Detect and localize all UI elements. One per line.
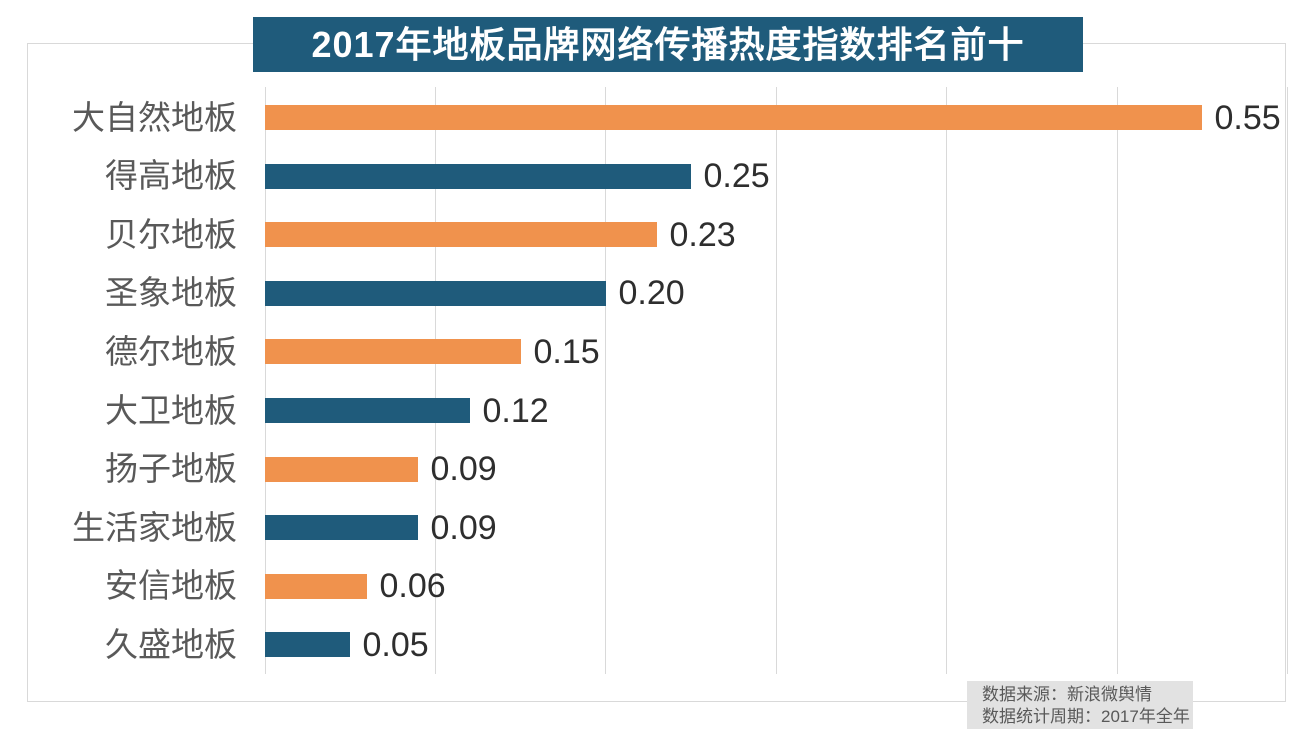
bar (264, 105, 1202, 130)
chart-title: 2017年地板品牌网络传播热度指数排名前十 (253, 17, 1083, 72)
gridline (605, 87, 606, 674)
value-label: 0.09 (430, 508, 497, 547)
category-label: 大自然地板 (72, 98, 237, 136)
bar (264, 280, 606, 306)
value-label: 0.05 (362, 625, 429, 664)
bar (264, 163, 691, 189)
bar (264, 515, 418, 541)
category-label: 贝尔地板 (105, 215, 237, 253)
category-label: 大卫地板 (105, 391, 237, 429)
source-note-line1: 数据来源：新浪微舆情 (982, 685, 1152, 704)
gridline (435, 87, 436, 674)
gridline (1287, 87, 1288, 674)
value-label: 0.15 (533, 332, 600, 371)
bar (264, 398, 470, 423)
value-label: 0.23 (669, 215, 736, 254)
category-label: 扬子地板 (105, 450, 237, 488)
bar (264, 456, 418, 482)
gridline (1117, 87, 1118, 674)
value-label: 0.06 (379, 567, 446, 606)
gridline (265, 87, 266, 674)
bar (264, 632, 350, 658)
category-label: 得高地板 (105, 157, 237, 195)
value-label: 0.12 (482, 391, 549, 430)
category-label: 安信地板 (105, 567, 237, 605)
category-label: 德尔地板 (105, 332, 237, 370)
value-label: 0.09 (430, 450, 497, 489)
category-label: 圣象地板 (105, 274, 237, 312)
value-label: 0.55 (1214, 98, 1281, 137)
category-label: 久盛地板 (105, 625, 237, 663)
source-note: 数据来源：新浪微舆情 数据统计周期：2017年全年 (967, 681, 1193, 729)
category-label: 生活家地板 (72, 508, 237, 546)
source-note-line2: 数据统计周期：2017年全年 (982, 707, 1190, 726)
value-label: 0.25 (703, 157, 770, 196)
value-label: 0.20 (618, 274, 685, 313)
bar (264, 339, 521, 365)
bar (264, 222, 657, 248)
gridline (776, 87, 777, 674)
bar (264, 573, 367, 599)
chart-frame (27, 43, 1286, 702)
gridline (946, 87, 947, 674)
